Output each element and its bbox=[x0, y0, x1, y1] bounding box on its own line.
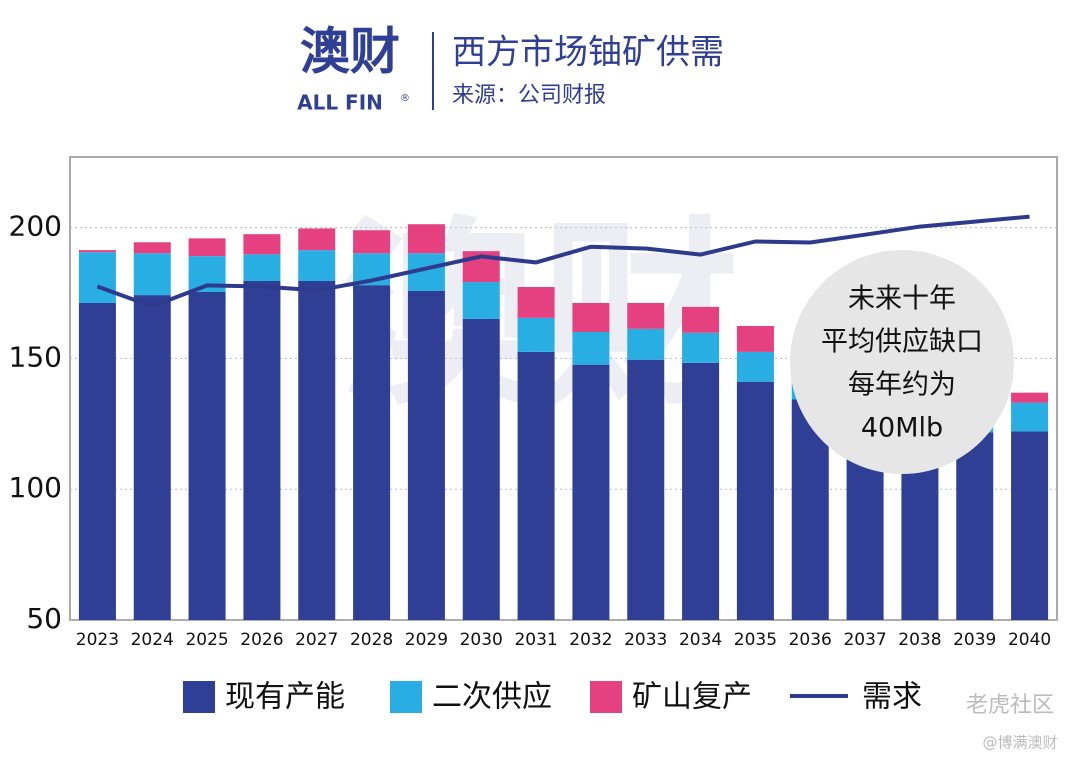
y-tick-label: 100 bbox=[9, 471, 62, 504]
bar bbox=[627, 328, 665, 360]
bar bbox=[1011, 392, 1049, 403]
legend-swatch bbox=[183, 681, 215, 713]
bar bbox=[298, 250, 336, 281]
bar bbox=[243, 234, 281, 255]
x-tick-label: 2033 bbox=[624, 630, 667, 650]
bar bbox=[133, 295, 171, 620]
bar bbox=[298, 228, 336, 251]
bar bbox=[353, 230, 391, 254]
bar bbox=[133, 242, 171, 254]
legend-swatch bbox=[590, 681, 622, 713]
bar bbox=[1011, 431, 1049, 620]
x-tick-label: 2040 bbox=[1008, 630, 1051, 650]
y-tick-label: 50 bbox=[26, 602, 62, 635]
bar bbox=[627, 302, 665, 329]
y-tick-label: 150 bbox=[9, 340, 62, 373]
bar bbox=[78, 250, 116, 253]
bar bbox=[298, 280, 336, 620]
x-tick-label: 2026 bbox=[240, 630, 283, 650]
y-tick-label: 200 bbox=[9, 210, 62, 243]
annotation: 平均供应缺口 bbox=[821, 327, 983, 358]
x-tick-label: 2034 bbox=[679, 630, 722, 650]
bar bbox=[407, 290, 445, 620]
bar bbox=[736, 351, 774, 382]
bar bbox=[462, 318, 500, 620]
bar bbox=[572, 302, 610, 332]
x-tick-label: 2025 bbox=[185, 630, 228, 650]
source: 来源：公司财报 bbox=[452, 83, 606, 108]
annotation: 未来十年 bbox=[848, 284, 956, 315]
bar bbox=[1011, 402, 1049, 432]
bar bbox=[243, 280, 281, 620]
x-tick-label: 2032 bbox=[569, 630, 612, 650]
watermark: @博满澳财 bbox=[982, 734, 1057, 752]
bar bbox=[627, 359, 665, 620]
bar bbox=[736, 381, 774, 620]
bar bbox=[353, 285, 391, 620]
legend-swatch bbox=[390, 681, 422, 713]
title: 西方市场铀矿供需 bbox=[452, 33, 724, 73]
x-tick-label: 2038 bbox=[898, 630, 941, 650]
x-tick-label: 2036 bbox=[789, 630, 832, 650]
bar bbox=[133, 253, 171, 296]
legend-label: 需求 bbox=[862, 680, 922, 715]
legend-label: 二次供应 bbox=[432, 680, 552, 715]
bar bbox=[572, 364, 610, 620]
bar bbox=[78, 302, 116, 620]
x-tick-label: 2027 bbox=[295, 630, 338, 650]
annotation: 每年约为 bbox=[848, 370, 956, 401]
x-tick-label: 2029 bbox=[405, 630, 448, 650]
legend-label: 现有产能 bbox=[225, 680, 345, 715]
x-tick-label: 2039 bbox=[953, 630, 996, 650]
bar bbox=[682, 362, 720, 620]
bar bbox=[517, 351, 555, 620]
bar bbox=[78, 252, 116, 303]
registered-mark: ® bbox=[400, 93, 410, 104]
x-tick-label: 2030 bbox=[460, 630, 503, 650]
bar bbox=[188, 238, 226, 257]
bar bbox=[736, 325, 774, 352]
bar bbox=[682, 306, 720, 333]
line bbox=[96, 214, 1030, 309]
watermark: 老虎社区 bbox=[966, 693, 1054, 718]
logo-sub: ALL FIN bbox=[297, 91, 383, 115]
x-tick-label: 2035 bbox=[734, 630, 777, 650]
bar bbox=[956, 432, 994, 620]
bar bbox=[407, 224, 445, 254]
bar bbox=[188, 291, 226, 620]
plot-frame bbox=[69, 156, 1058, 621]
bar bbox=[517, 317, 555, 352]
logo: 澳财 bbox=[300, 23, 400, 81]
x-tick-label: 2028 bbox=[350, 630, 393, 650]
x-tick-label: 2037 bbox=[843, 630, 886, 650]
legend-label: 矿山复产 bbox=[632, 680, 752, 715]
x-tick-label: 2031 bbox=[514, 630, 557, 650]
bar bbox=[682, 332, 720, 363]
bar bbox=[572, 331, 610, 365]
x-tick-label: 2023 bbox=[76, 630, 119, 650]
annotation: 40Mlb bbox=[861, 413, 943, 444]
x-tick-label: 2024 bbox=[131, 630, 174, 650]
bar bbox=[517, 287, 555, 318]
annotation-bubble bbox=[790, 250, 1014, 474]
bar bbox=[462, 282, 500, 319]
bar bbox=[243, 254, 281, 281]
